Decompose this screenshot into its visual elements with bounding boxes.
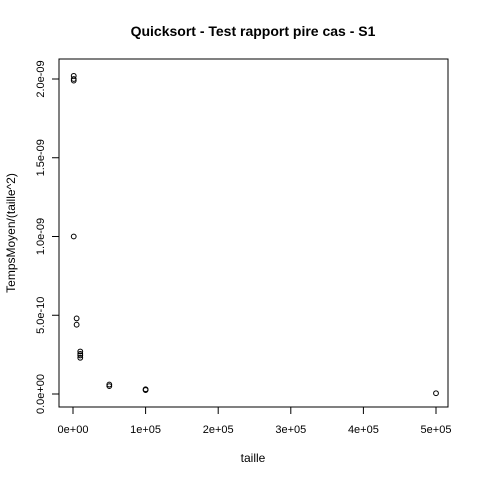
data-point — [77, 352, 84, 359]
data-point — [70, 233, 77, 240]
x-tick-label: 0e+00 — [58, 424, 89, 436]
data-points — [70, 72, 439, 397]
data-point — [73, 315, 80, 322]
y-tick-label: 2.0e-09 — [35, 60, 47, 97]
x-axis-label: taille — [241, 451, 266, 465]
y-axis: 0.0e+00 5.0e-10 1.0e-09 1.5e-09 2.0e-09 — [35, 60, 60, 414]
data-point — [77, 348, 84, 355]
chart-title: Quicksort - Test rapport pire cas - S1 — [131, 23, 376, 39]
y-axis-label: TempsMoyen/(taille^2) — [4, 173, 18, 293]
x-tick-label: 2e+05 — [203, 424, 234, 436]
x-axis: 0e+00 1e+05 2e+05 3e+05 4e+05 5e+05 — [58, 406, 452, 436]
data-point — [106, 383, 113, 390]
x-tick-label: 1e+05 — [130, 424, 161, 436]
data-point — [70, 76, 77, 82]
x-tick-label: 3e+05 — [275, 424, 306, 436]
data-point — [73, 321, 80, 328]
x-tick-label: 5e+05 — [421, 424, 452, 436]
y-tick-label: 0.0e+00 — [35, 374, 47, 414]
data-point — [433, 390, 439, 397]
x-tick-label: 4e+05 — [348, 424, 379, 436]
y-tick-label: 5.0e-10 — [35, 297, 47, 334]
y-tick-label: 1.0e-09 — [35, 218, 47, 255]
data-point — [77, 354, 84, 361]
y-tick-label: 1.5e-09 — [35, 139, 47, 176]
plot-area-frame — [58, 58, 449, 408]
data-point — [142, 387, 149, 393]
